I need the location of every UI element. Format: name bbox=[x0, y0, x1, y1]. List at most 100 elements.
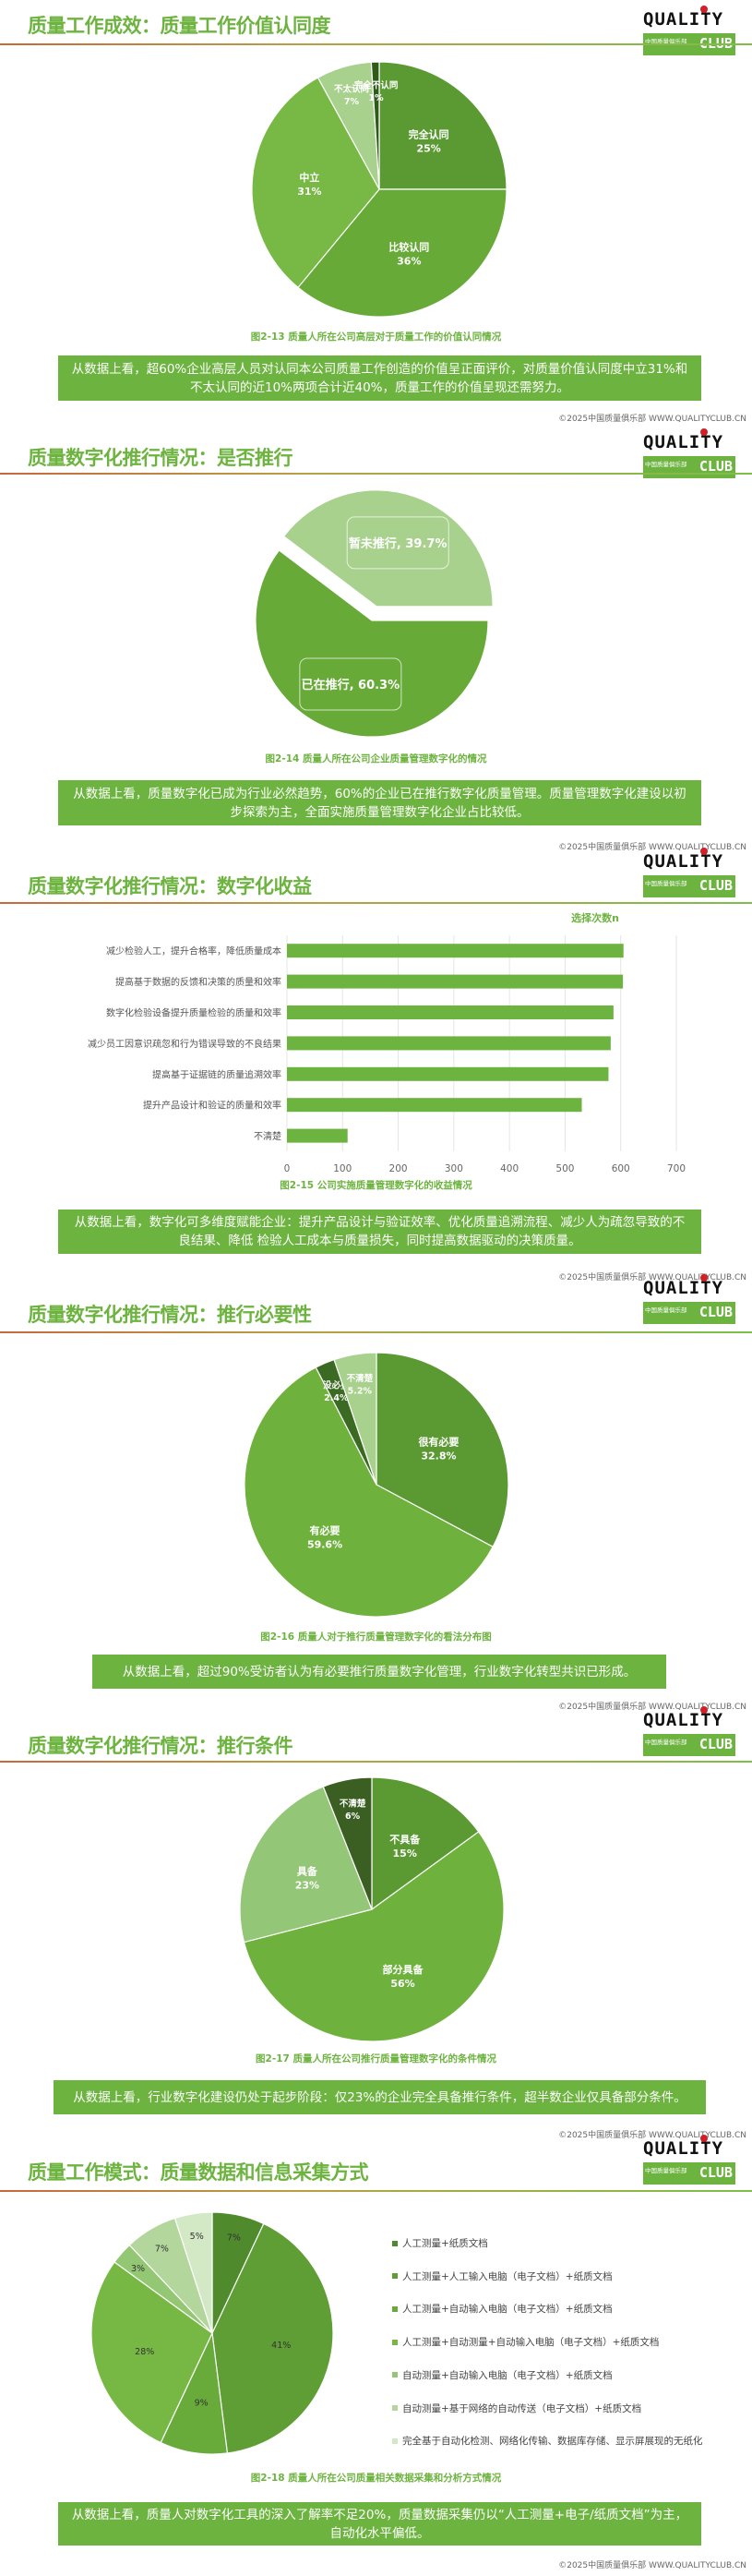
divider bbox=[0, 1331, 752, 1333]
bar bbox=[287, 1066, 609, 1081]
data-label-value: 6% bbox=[345, 1812, 361, 1822]
pie-chart-implementation: 已在推行, 60.3% 暂未推行, 39.7% bbox=[255, 489, 494, 738]
bar bbox=[287, 1005, 614, 1019]
pie-chart-conditions: 不具备 15% 部分具备 56% 具备 23% 不清楚 6% bbox=[239, 1776, 505, 2042]
data-label-name: 完全不认同 bbox=[354, 79, 399, 90]
data-label-name: 完全认同 bbox=[409, 127, 449, 140]
divider bbox=[0, 473, 752, 475]
y-category-label: 数字化检验设备提升质量检验的质量和效率 bbox=[106, 1007, 281, 1019]
legend-swatch bbox=[392, 2372, 398, 2378]
data-label-value: 32.8% bbox=[421, 1451, 456, 1463]
summary-box: 从数据上看，数字化可多维度赋能企业：提升产品设计与验证效率、优化质量追溯流程、减… bbox=[58, 1210, 701, 1254]
legend-item: 人工测量+自动输入电脑（电子文档）+纸质文档 bbox=[392, 2302, 613, 2316]
copyright-footer: ©2025中国质量俱乐部 WWW.QUALITYCLUB.CN bbox=[558, 2131, 746, 2140]
x-tick-label: 700 bbox=[667, 1163, 686, 1174]
data-label-value: 23% bbox=[295, 1879, 319, 1891]
bar bbox=[287, 1098, 582, 1113]
summary-box: 从数据上看，质量数字化已成为行业必然趋势，60%的企业已在推行数字化质量管理。质… bbox=[58, 780, 701, 825]
legend-swatch bbox=[392, 2339, 398, 2345]
legend-label: 人工测量+纸质文档 bbox=[402, 2238, 488, 2249]
data-label-name: 具备 bbox=[297, 1864, 318, 1877]
quality-club-logo: QUALITY 中国质量俱乐部 CLUB bbox=[643, 1274, 735, 1331]
data-label-name: 部分具备 bbox=[382, 1963, 424, 1976]
section-title: 质量数字化推行情况：推行条件 bbox=[28, 1735, 293, 1757]
figure-caption: 图2-16 质量人对于推行质量管理数字化的看法分布图 bbox=[260, 1631, 492, 1643]
data-label-name: 不具备 bbox=[389, 1833, 421, 1846]
quality-club-logo: QUALITY 中国质量俱乐部 CLUB bbox=[643, 848, 735, 905]
section-title: 质量数字化推行情况：数字化收益 bbox=[28, 875, 312, 897]
pie-slice bbox=[371, 1776, 480, 1911]
pie-slice bbox=[376, 1352, 509, 1548]
pie-slice bbox=[243, 1831, 505, 2042]
copyright-footer: ©2025中国质量俱乐部 WWW.QUALITYCLUB.CN bbox=[558, 1273, 746, 1282]
pie-slice bbox=[211, 2222, 334, 2454]
section-conditions: 质量数字化推行情况：推行条件 QUALITY 中国质量俱乐部 CLUB 不具备 15… bbox=[0, 1706, 752, 2140]
legend-label: 人工测量+自动测量+自动输入电脑（电子文档）+纸质文档 bbox=[402, 2337, 660, 2349]
data-label-name: 有必要 bbox=[310, 1523, 340, 1536]
section-data-collection: 质量工作模式：质量数据和信息采集方式 QUALITY 中国质量俱乐部 CLUB 7… bbox=[0, 2135, 752, 2576]
legend-item: 自动测量+自动输入电脑（电子文档）+纸质文档 bbox=[392, 2368, 613, 2382]
legend-label: 人工测量+自动输入电脑（电子文档）+纸质文档 bbox=[402, 2304, 613, 2316]
legend-item: 人工测量+自动测量+自动输入电脑（电子文档）+纸质文档 bbox=[392, 2335, 659, 2349]
data-label-name: 不清楚 bbox=[340, 1798, 366, 1809]
quality-club-logo: QUALITY 中国质量俱乐部 CLUB bbox=[643, 1706, 735, 1763]
section-title: 质量工作模式：质量数据和信息采集方式 bbox=[28, 2161, 369, 2184]
data-label: 已在推行, 60.3% bbox=[302, 678, 400, 692]
data-label-value: 31% bbox=[297, 186, 321, 198]
data-label-name: 不太认同 bbox=[334, 84, 369, 95]
x-tick-label: 600 bbox=[612, 1163, 630, 1174]
legend-label: 完全基于自动化检测、网络化传输、数据库存储、显示屏展现的无纸化 bbox=[402, 2436, 703, 2448]
data-label-value: 15% bbox=[393, 1848, 417, 1860]
data-label-name: 不清楚 bbox=[347, 1373, 374, 1384]
data-label-value: 7% bbox=[344, 97, 360, 107]
data-label-value: 1% bbox=[369, 93, 385, 103]
data-label: 28% bbox=[135, 2347, 154, 2357]
bar bbox=[287, 974, 624, 989]
legend-label: 选择次数n bbox=[571, 912, 619, 924]
legend-swatch bbox=[392, 2405, 398, 2411]
bar bbox=[287, 1036, 611, 1051]
section-title: 质量数字化推行情况：是否推行 bbox=[28, 447, 293, 469]
copyright-footer: ©2025中国质量俱乐部 WWW.QUALITYCLUB.CN bbox=[558, 2561, 746, 2570]
summary-box: 从数据上看，超过90%受访者认为有必要推行质量数字化管理，行业数字化转型共识已形… bbox=[92, 1655, 666, 1689]
data-label: 7% bbox=[227, 2233, 241, 2243]
section-whether-implemented: 质量数字化推行情况：是否推行 QUALITY 中国质量俱乐部 CLUB 已在推行,… bbox=[0, 425, 752, 852]
x-tick-label: 400 bbox=[500, 1163, 519, 1174]
quality-club-logo: QUALITY 中国质量俱乐部 CLUB bbox=[643, 2135, 735, 2192]
data-label: 9% bbox=[195, 2399, 209, 2409]
bar bbox=[287, 1128, 348, 1143]
section-value-recognition: 质量工作成效：质量工作价值认同度 QUALITY 中国质量俱乐部 CLUB 完全认… bbox=[0, 0, 752, 425]
quality-club-logo: QUALITY 中国质量俱乐部 CLUB bbox=[643, 428, 735, 486]
x-tick-label: 0 bbox=[284, 1163, 291, 1174]
figure-caption: 图2-14 质量人所在公司企业质量管理数字化的情况 bbox=[265, 753, 487, 764]
x-tick-label: 100 bbox=[333, 1163, 352, 1174]
divider bbox=[0, 2190, 752, 2192]
x-tick-label: 500 bbox=[555, 1163, 574, 1174]
pie-chart-data-collection: 7% 41% 9% 28% 3% 7% 5% bbox=[90, 2211, 334, 2455]
data-label-value: 56% bbox=[390, 1978, 414, 1990]
figure-caption: 图2-18 质量人所在公司质量相关数据采集和分析方式情况 bbox=[250, 2473, 502, 2484]
legend-item: 人工测量+人工输入电脑（电子文档）+纸质文档 bbox=[392, 2269, 613, 2283]
legend-swatch bbox=[392, 2438, 398, 2444]
data-label: 3% bbox=[131, 2264, 145, 2274]
x-tick-label: 300 bbox=[445, 1163, 463, 1174]
pie-slice bbox=[251, 77, 380, 289]
y-category-label: 提高基于数据的反馈和决策的质量和效率 bbox=[115, 976, 281, 988]
data-label-box bbox=[299, 657, 402, 711]
pie-slice bbox=[370, 61, 380, 190]
data-label-value: 36% bbox=[397, 256, 421, 268]
pie-slice bbox=[322, 1776, 373, 1910]
copyright-footer: ©2025中国质量俱乐部 WWW.QUALITYCLUB.CN bbox=[558, 843, 746, 852]
y-category-label: 提升产品设计和验证的质量和效率 bbox=[143, 1100, 281, 1112]
data-label-name: 比较认同 bbox=[388, 241, 429, 254]
pie-slice bbox=[244, 1366, 494, 1618]
data-label-name: 中立 bbox=[299, 171, 319, 184]
data-label-value: 2.4% bbox=[324, 1393, 349, 1403]
legend-item: 人工测量+纸质文档 bbox=[392, 2236, 488, 2250]
data-label-name: 很有必要 bbox=[417, 1436, 459, 1449]
summary-box: 从数据上看，质量人对数字化工具的深入了解率不足20%，质量数据采集仍以“人工测量… bbox=[58, 2502, 701, 2546]
y-category-label: 提高基于证据链的质量追溯效率 bbox=[152, 1068, 281, 1080]
divider bbox=[0, 1761, 752, 1763]
bar-chart-digital-benefits: 选择次数n 0 100 200 300 400 500 600 700 减少检验人工，提升合格率，… bbox=[88, 912, 686, 1174]
